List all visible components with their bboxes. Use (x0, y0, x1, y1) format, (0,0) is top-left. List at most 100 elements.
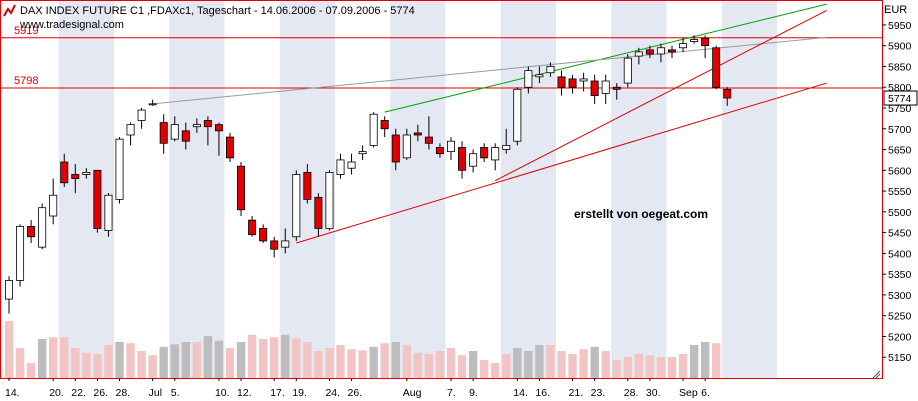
x-tick-label: Jul (149, 387, 162, 399)
candle-body (480, 147, 489, 159)
candle-body (214, 124, 223, 132)
candle (502, 128, 511, 154)
candle (237, 162, 246, 216)
resize-grip-icon[interactable] (872, 370, 881, 379)
x-tick-label: 19. (292, 387, 307, 399)
y-tick-label: 5600 (888, 165, 912, 177)
candle-body (248, 219, 257, 236)
volume-bar (369, 346, 378, 378)
trendline-red-lower (296, 82, 827, 244)
y-tick-label: 5750 (888, 103, 912, 115)
candle-body (303, 171, 312, 200)
candle-body (645, 49, 654, 55)
volume-bar (435, 351, 445, 378)
volume-bar (15, 348, 25, 378)
x-tick-label: 17. (270, 387, 285, 399)
volume-bar (601, 351, 610, 378)
candle (38, 203, 47, 250)
candle (435, 143, 444, 158)
candle (148, 99, 157, 106)
week-band (721, 0, 777, 378)
volume-bar (468, 351, 478, 378)
candle-body (270, 240, 279, 250)
candle-body (336, 159, 345, 175)
candle-body (104, 194, 113, 231)
volume-bar (612, 360, 621, 378)
x-tick-label: 28. (624, 387, 639, 399)
candle (446, 137, 455, 160)
x-tick-label: 21. (569, 387, 584, 399)
volume-bar (214, 340, 224, 378)
candle-body (634, 51, 643, 57)
volume-bar (568, 354, 577, 378)
x-tick-label: 14. (5, 387, 20, 399)
volume-bar (479, 360, 489, 378)
candle-body (16, 225, 25, 281)
x-tick-label: 10. (215, 387, 230, 399)
candle (325, 170, 334, 231)
candle (612, 83, 621, 100)
trendline-green (384, 3, 827, 113)
horizontal-levels: 5919 5798 (0, 25, 882, 89)
candle-body (281, 240, 290, 248)
volume-bar (82, 352, 91, 378)
x-tick-label: 23. (591, 387, 606, 399)
volume-bar (258, 339, 268, 378)
author-annotation: erstellt von oegeat.com (574, 207, 708, 221)
candle (225, 132, 234, 162)
candle (679, 37, 688, 52)
volume-bar (292, 338, 301, 378)
candle-body (192, 124, 201, 128)
level-label: 5798 (14, 75, 38, 87)
candle-body (225, 136, 234, 159)
volume-bar (71, 348, 80, 378)
candles (5, 35, 732, 314)
volume-bar (26, 363, 36, 378)
candle-body (5, 279, 13, 300)
volume-bar (281, 334, 290, 378)
volume-bar (656, 357, 666, 378)
candle-body (60, 161, 69, 184)
current-price-marker: 5774 (883, 90, 918, 106)
candle (347, 153, 356, 175)
chart-logo-icon (3, 4, 16, 17)
candle-body (656, 47, 665, 55)
candle (535, 66, 544, 84)
volume-bar (712, 343, 721, 378)
candle-body (568, 78, 577, 88)
week-band (169, 0, 225, 378)
y-tick-label: 5350 (888, 269, 912, 281)
volume-bar (667, 357, 677, 378)
candle-body (170, 124, 179, 140)
background-bands (58, 0, 777, 378)
candle (546, 62, 555, 77)
volume-bar (391, 342, 400, 378)
volume-bar (192, 342, 202, 378)
candle-body (690, 39, 699, 42)
volume-bar (623, 357, 632, 378)
volume-bar (380, 343, 389, 378)
candle (601, 74, 610, 104)
candle (292, 170, 301, 241)
candle (358, 145, 367, 160)
date-axis: 14. 20. 22. 26. 28. Jul 5. 10. 12. 17. 19. 24. 26. Au… (5, 378, 710, 399)
candle-body (259, 228, 268, 242)
candle-body (502, 144, 511, 150)
volume-bar (236, 342, 246, 378)
candle (391, 128, 400, 171)
candle (104, 193, 113, 237)
candle (270, 236, 279, 258)
volume-bar (60, 337, 69, 378)
x-tick-label: 22. (71, 387, 86, 399)
candle (16, 224, 25, 287)
y-tick-label: 5400 (888, 248, 912, 260)
candle (645, 45, 654, 59)
x-tick-label: 14. (513, 387, 528, 399)
candle (214, 122, 223, 156)
volume-bar (358, 350, 367, 378)
volume-bar (37, 339, 47, 378)
candle-body (181, 130, 190, 142)
volume-bar (645, 355, 655, 378)
candle (668, 45, 677, 59)
candle (480, 143, 489, 162)
